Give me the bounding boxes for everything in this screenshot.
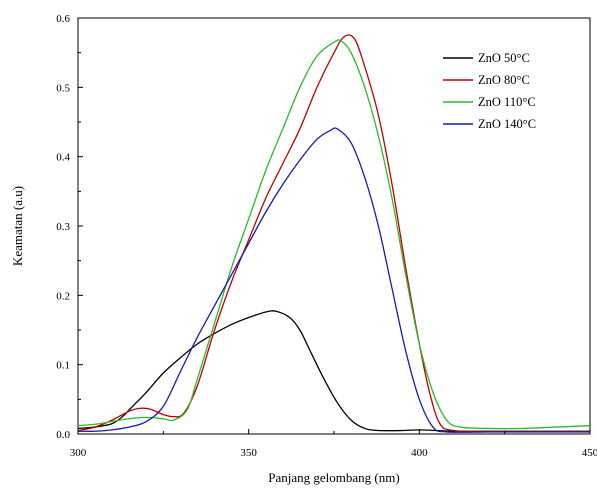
y-tick-label: 0.6 — [56, 13, 70, 25]
legend-label: ZnO 80°C — [478, 73, 530, 87]
y-tick-label: 0.3 — [56, 221, 70, 233]
y-tick-label: 0.5 — [56, 82, 70, 94]
y-tick-label: 0.2 — [56, 290, 70, 302]
ticks-layer: 300 350 400 450 0.0 0.1 0.2 0.3 0.4 0.5 0.6 — [56, 13, 597, 459]
x-tick-label: 400 — [411, 447, 428, 459]
legend-label: ZnO 110°C — [478, 95, 536, 109]
legend-label: ZnO 140°C — [478, 117, 536, 131]
series-line-3 — [78, 39, 590, 430]
series-line-1 — [78, 310, 590, 432]
x-tick-label: 300 — [70, 447, 87, 459]
x-tick-label: 450 — [582, 447, 597, 459]
series-layer — [78, 34, 590, 433]
legend-label: ZnO 50°C — [478, 51, 530, 65]
series-line-2 — [78, 34, 590, 432]
y-tick-label: 0.4 — [56, 152, 70, 164]
series-line-4 — [78, 127, 590, 433]
y-tick-label: 0.1 — [56, 360, 70, 372]
legend: ZnO 50°C ZnO 80°C ZnO 110°C ZnO 140°C — [443, 51, 536, 131]
x-tick-label: 350 — [240, 447, 257, 459]
y-axis-title: Keamatan (a.u) — [10, 186, 25, 266]
x-axis-title: Panjang gelombang (nm) — [268, 470, 399, 485]
y-tick-label: 0.0 — [56, 429, 70, 441]
